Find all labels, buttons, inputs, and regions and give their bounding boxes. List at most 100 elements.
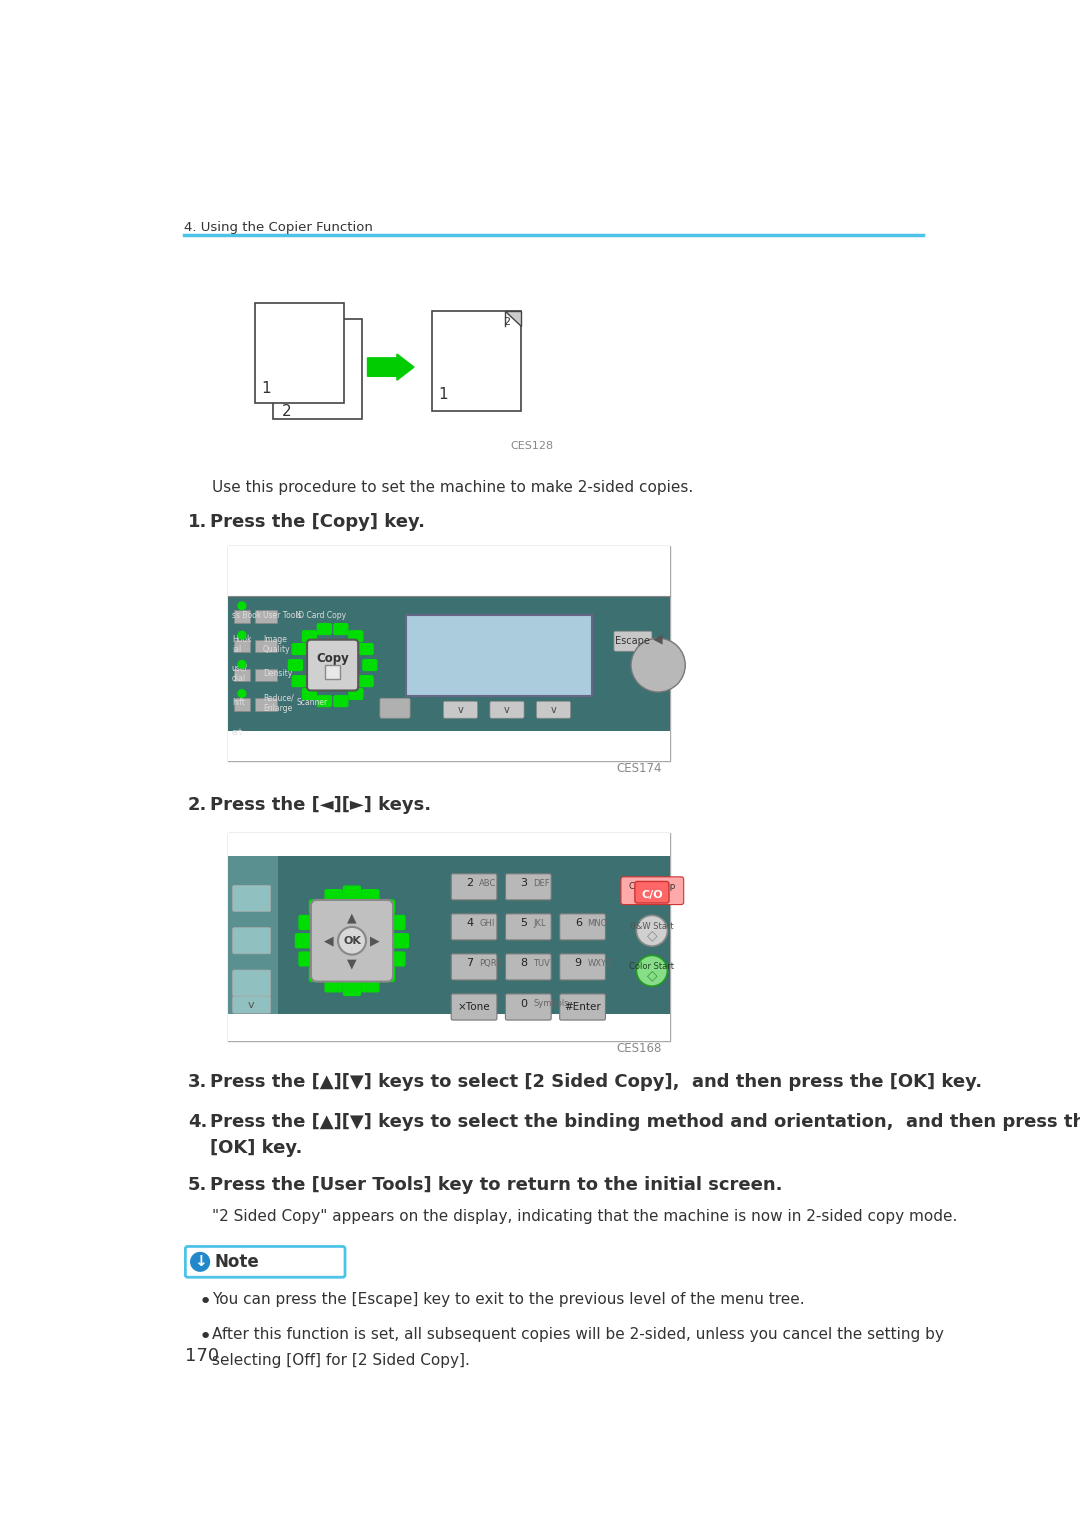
- Text: 6: 6: [575, 918, 582, 928]
- FancyBboxPatch shape: [388, 951, 405, 967]
- Text: 4: 4: [467, 918, 473, 928]
- Text: 4.: 4.: [188, 1114, 207, 1131]
- Text: Clear/Stop: Clear/Stop: [629, 881, 676, 890]
- FancyBboxPatch shape: [334, 696, 348, 706]
- Text: CES128: CES128: [511, 441, 554, 452]
- Bar: [325, 665, 340, 679]
- Text: After this function is set, all subsequent copies will be 2-sided, unless you ca: After this function is set, all subseque…: [213, 1327, 944, 1342]
- FancyBboxPatch shape: [559, 954, 606, 980]
- Text: ABC: ABC: [480, 879, 497, 889]
- FancyBboxPatch shape: [299, 916, 316, 930]
- FancyBboxPatch shape: [310, 901, 326, 915]
- Text: ▶: ▶: [370, 935, 380, 947]
- FancyBboxPatch shape: [360, 643, 373, 654]
- Text: Press the [User Tools] key to return to the initial screen.: Press the [User Tools] key to return to …: [211, 1177, 783, 1195]
- FancyBboxPatch shape: [362, 977, 379, 991]
- FancyBboxPatch shape: [232, 970, 271, 996]
- Bar: [255, 610, 276, 622]
- Text: Reduce/
Enlarge: Reduce/ Enlarge: [262, 692, 294, 712]
- Circle shape: [238, 689, 246, 697]
- FancyBboxPatch shape: [302, 688, 316, 700]
- Circle shape: [636, 915, 667, 947]
- Text: ×Tone: ×Tone: [458, 1002, 490, 1013]
- Text: ↓: ↓: [193, 1255, 206, 1270]
- Text: PQRS: PQRS: [480, 959, 502, 968]
- FancyBboxPatch shape: [349, 631, 363, 642]
- Text: WXYZ: WXYZ: [588, 959, 612, 968]
- Circle shape: [338, 927, 366, 954]
- Bar: [228, 596, 670, 761]
- FancyBboxPatch shape: [325, 890, 342, 904]
- Text: TUV: TUV: [534, 959, 550, 968]
- Text: C/O: C/O: [642, 890, 663, 901]
- Text: ert: ert: [232, 728, 243, 737]
- Text: ▼: ▼: [347, 958, 356, 970]
- Text: 2.: 2.: [188, 797, 207, 813]
- Text: •: •: [199, 1291, 212, 1311]
- FancyBboxPatch shape: [349, 688, 363, 700]
- Text: v: v: [551, 705, 556, 715]
- Circle shape: [238, 631, 246, 639]
- Text: 8: 8: [521, 959, 528, 968]
- Text: [OK] key.: [OK] key.: [211, 1140, 302, 1157]
- Text: B&W Start: B&W Start: [630, 922, 674, 930]
- Bar: [228, 856, 670, 1040]
- FancyBboxPatch shape: [505, 913, 551, 941]
- Bar: [273, 319, 362, 418]
- FancyBboxPatch shape: [302, 631, 316, 642]
- Bar: [432, 311, 521, 411]
- Text: GHI: GHI: [480, 919, 495, 928]
- FancyBboxPatch shape: [451, 873, 497, 899]
- Text: Press the [Copy] key.: Press the [Copy] key.: [211, 513, 426, 532]
- Bar: [228, 545, 670, 761]
- Text: hift: hift: [232, 699, 245, 708]
- Bar: [234, 610, 249, 622]
- FancyBboxPatch shape: [559, 913, 606, 941]
- Text: 2: 2: [467, 878, 473, 889]
- Text: 1.: 1.: [188, 513, 207, 532]
- FancyBboxPatch shape: [635, 881, 669, 902]
- FancyBboxPatch shape: [537, 702, 570, 719]
- FancyBboxPatch shape: [343, 885, 361, 899]
- FancyBboxPatch shape: [299, 951, 316, 967]
- FancyArrow shape: [367, 354, 414, 380]
- Text: "2 Sided Copy" appears on the display, indicating that the machine is now in 2-s: "2 Sided Copy" appears on the display, i…: [213, 1209, 958, 1224]
- Bar: [255, 699, 276, 711]
- Bar: [234, 669, 249, 682]
- Text: Press the [▲][▼] keys to select [2 Sided Copy],  and then press the [OK] key.: Press the [▲][▼] keys to select [2 Sided…: [211, 1074, 983, 1091]
- FancyBboxPatch shape: [505, 994, 551, 1020]
- Bar: [255, 640, 276, 653]
- Text: v: v: [458, 705, 463, 715]
- Text: Image
Quality: Image Quality: [262, 634, 291, 654]
- Text: User Tools: User Tools: [262, 611, 301, 619]
- FancyBboxPatch shape: [621, 876, 684, 904]
- Text: 5: 5: [521, 918, 527, 928]
- Text: Density: Density: [262, 669, 292, 679]
- FancyBboxPatch shape: [296, 935, 312, 948]
- FancyBboxPatch shape: [288, 660, 302, 671]
- Circle shape: [190, 1252, 211, 1272]
- Text: You can press the [Escape] key to exit to the previous level of the menu tree.: You can press the [Escape] key to exit t…: [213, 1291, 805, 1307]
- Text: ss Book: ss Book: [232, 611, 261, 619]
- FancyBboxPatch shape: [318, 624, 332, 634]
- FancyBboxPatch shape: [505, 873, 551, 899]
- Text: 3.: 3.: [188, 1074, 207, 1091]
- FancyBboxPatch shape: [559, 994, 606, 1020]
- Bar: [234, 699, 249, 711]
- Text: 5.: 5.: [188, 1177, 207, 1195]
- Polygon shape: [505, 311, 521, 326]
- FancyBboxPatch shape: [311, 899, 393, 982]
- Text: selecting [Off] for [2 Sided Copy].: selecting [Off] for [2 Sided Copy].: [213, 1353, 471, 1368]
- Text: Press the [◄][►] keys.: Press the [◄][►] keys.: [211, 797, 431, 813]
- Bar: [228, 833, 670, 856]
- FancyBboxPatch shape: [490, 702, 524, 719]
- Text: 2: 2: [282, 404, 292, 420]
- Text: ▲: ▲: [347, 912, 356, 924]
- Bar: [255, 303, 345, 403]
- FancyBboxPatch shape: [388, 916, 405, 930]
- FancyBboxPatch shape: [232, 996, 271, 1013]
- Text: •: •: [199, 1327, 212, 1347]
- FancyBboxPatch shape: [360, 676, 373, 686]
- FancyBboxPatch shape: [186, 1247, 345, 1278]
- FancyBboxPatch shape: [232, 928, 271, 954]
